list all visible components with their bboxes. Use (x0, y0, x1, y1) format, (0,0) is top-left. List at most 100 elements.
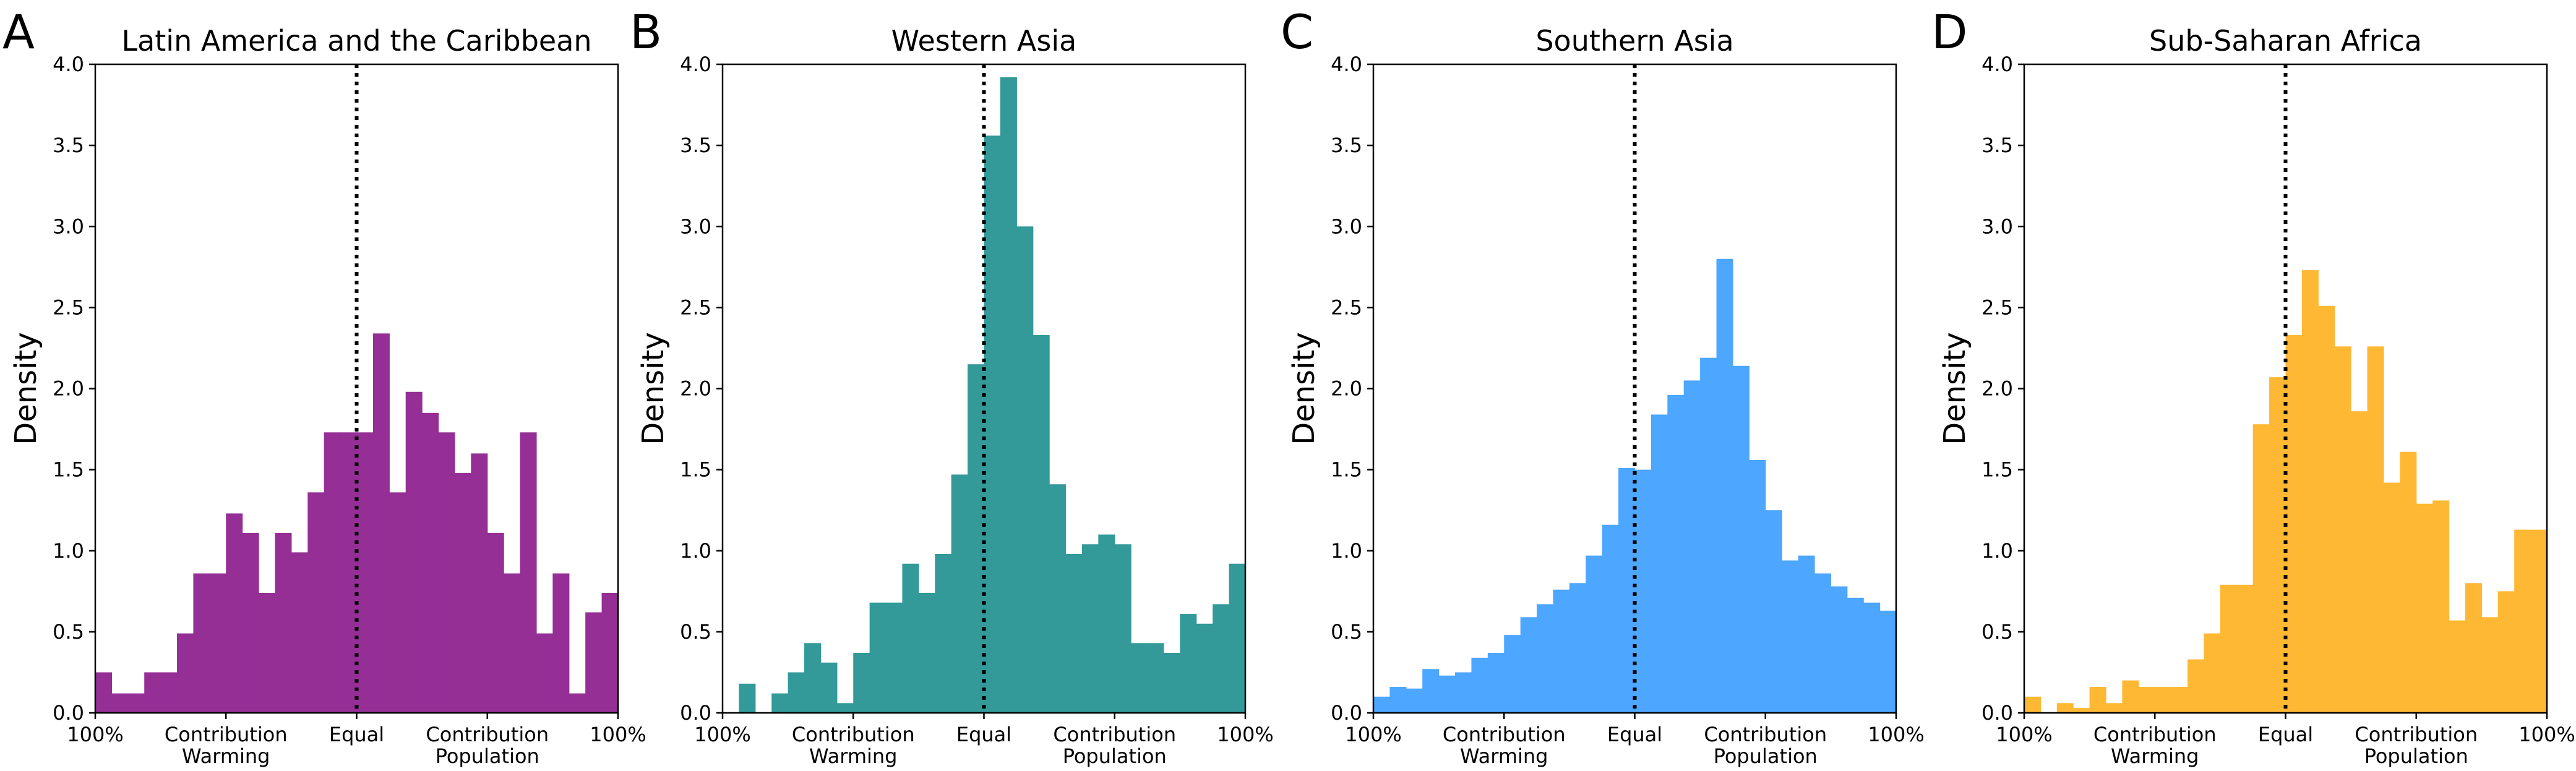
bar (2318, 305, 2335, 713)
bar (2367, 346, 2384, 713)
y-tick-label: 2.5 (53, 296, 84, 319)
y-tick-label: 4.0 (1981, 53, 2013, 76)
y-tick-label: 3.0 (680, 215, 711, 238)
bar (144, 672, 161, 713)
bar (1765, 510, 1782, 713)
bar (372, 333, 390, 713)
x-tick-label: Contribution Population (1704, 723, 1827, 768)
y-axis-label: Density (1287, 332, 1321, 445)
bar (1422, 669, 1440, 713)
bar (2497, 591, 2515, 713)
bar (160, 672, 178, 713)
panel: 0.0 0.5 1.0 1.5 2.0 2.5 3.0 3.5 4.0 100% Contribut… (2, 4, 646, 768)
x-tick-label: Contribution Population (426, 723, 549, 768)
bar (2155, 687, 2172, 713)
bar (1455, 672, 1472, 713)
bar (2334, 346, 2351, 713)
y-tick-label: 0.0 (680, 701, 711, 725)
x-tick-label: Contribution Warming (165, 723, 288, 768)
x-tick-label: Equal (329, 723, 384, 746)
bar (2187, 659, 2205, 713)
y-tick-label: 1.5 (1981, 458, 2013, 482)
bar (918, 592, 935, 713)
bar (1618, 468, 1636, 713)
panel-label: C (1281, 4, 1313, 59)
x-tick-label: Contribution Warming (1443, 723, 1566, 768)
bar (1732, 365, 1750, 713)
x-tick-label: 100% (1217, 723, 1273, 746)
bar (454, 472, 471, 713)
bar (2089, 687, 2106, 713)
bar (1033, 334, 1050, 713)
bar (1131, 643, 1148, 713)
bar (886, 602, 903, 713)
bar (1814, 573, 1831, 713)
bar (935, 553, 952, 713)
bar (95, 672, 113, 713)
bar (984, 135, 1001, 713)
x-tick-label: Equal (2258, 723, 2313, 746)
bar (1196, 623, 1213, 713)
y-tick-label: 3.0 (1331, 215, 1362, 238)
bar (1847, 597, 1864, 713)
y-tick-label: 0.5 (1331, 620, 1362, 644)
bar (1586, 555, 1603, 713)
x-tick-label: 100% (1345, 723, 1401, 746)
bar (2432, 500, 2450, 713)
bar (291, 552, 308, 713)
y-axis-label: Density (636, 332, 671, 445)
bar (1504, 635, 1521, 713)
bar (2056, 703, 2074, 713)
bar (2514, 529, 2531, 713)
bar (902, 563, 919, 713)
bar (2530, 529, 2548, 713)
bar (1569, 583, 1586, 713)
y-tick-label: 2.0 (53, 377, 84, 401)
bar (2252, 424, 2270, 713)
bar (552, 573, 570, 713)
bar (226, 513, 243, 713)
bar (2204, 633, 2221, 713)
panel: 0.0 0.5 1.0 1.5 2.0 2.5 3.0 3.5 4.0 100% Contribut… (1281, 4, 1925, 768)
bar (536, 633, 553, 713)
bar (177, 633, 194, 713)
bar (471, 453, 488, 713)
bar (585, 612, 603, 713)
chart-title: Southern Asia (1535, 24, 1733, 58)
y-tick-label: 4.0 (680, 53, 711, 76)
bar (1487, 652, 1505, 713)
x-tick-label: Equal (956, 723, 1011, 746)
bar (1098, 534, 1115, 713)
bar (1180, 614, 1197, 713)
bar (968, 364, 985, 713)
x-tick-label: 100% (67, 723, 123, 746)
x-tick-label: Contribution Population (2355, 723, 2478, 768)
bar (2171, 687, 2188, 713)
bar (2465, 583, 2482, 713)
bar (1229, 563, 1246, 713)
chart-title: Latin America and the Caribbean (121, 24, 591, 58)
bar (788, 672, 805, 713)
bar (2351, 411, 2368, 713)
y-tick-label: 4.0 (1331, 53, 1362, 76)
y-tick-label: 2.0 (680, 377, 711, 401)
bar (1213, 604, 1230, 713)
bar (771, 693, 789, 713)
bar (1049, 484, 1067, 713)
bar (1406, 688, 1423, 713)
bar (1798, 555, 1815, 713)
y-tick-label: 1.0 (1331, 539, 1362, 563)
bar (2138, 687, 2155, 713)
bar (1553, 589, 1570, 713)
y-tick-label: 0.5 (680, 620, 711, 644)
bar (820, 662, 838, 713)
bar (1147, 643, 1164, 713)
bar (1749, 459, 1766, 713)
bar (209, 573, 226, 713)
bar (804, 643, 822, 713)
bar (340, 432, 358, 713)
bar (951, 474, 968, 713)
bar (259, 592, 276, 713)
y-tick-label: 3.5 (680, 134, 711, 157)
